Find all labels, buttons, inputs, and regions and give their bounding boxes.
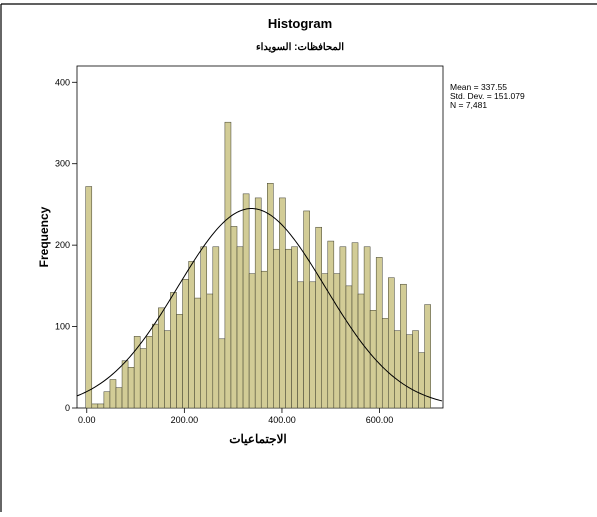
x-tick-label: 200.00 (171, 415, 199, 425)
histogram-bar (273, 248, 280, 409)
stat-n: N = 7,481 (450, 100, 487, 110)
histogram-bar (327, 240, 335, 409)
y-tick-label: 100 (55, 322, 70, 332)
histogram-bar (133, 336, 141, 409)
histogram-bar (158, 307, 165, 409)
chart-subtitle: المحافظات: السويداء (256, 42, 344, 53)
histogram-bar (97, 403, 105, 409)
histogram-bar (91, 403, 99, 409)
histogram-bar (200, 246, 208, 409)
histogram-bar (285, 248, 292, 409)
bars-group (85, 121, 431, 409)
chart-title: Histogram (268, 16, 332, 31)
histogram-bar (412, 330, 419, 409)
histogram-bar (115, 387, 123, 409)
histogram-bar (194, 297, 201, 409)
histogram-bar (139, 348, 147, 409)
y-tick-label: 400 (55, 77, 70, 87)
histogram-bar (242, 193, 250, 409)
normal-curve (76, 208, 443, 402)
histogram-bar (303, 210, 310, 409)
histogram-bar (297, 281, 304, 409)
histogram-bar (170, 292, 177, 409)
histogram-bar (109, 379, 117, 409)
histogram-bar (291, 246, 298, 409)
histogram-bar (357, 293, 365, 409)
histogram-bar (254, 197, 262, 409)
histogram-bar (381, 318, 389, 409)
histogram-bar (121, 360, 129, 409)
x-tick-label: 0.00 (78, 415, 96, 425)
y-tick-label: 300 (55, 159, 70, 169)
histogram-bar (400, 283, 407, 409)
histogram-bar (339, 246, 347, 409)
y-axis-label: Frequency (37, 206, 51, 267)
y-axis: 0 100 200 300 400 (55, 77, 77, 413)
histogram-bar (182, 279, 189, 409)
histogram-bar (152, 323, 159, 409)
histogram-bar (333, 273, 341, 409)
histogram-bar (260, 270, 268, 409)
histogram-bar (363, 246, 371, 409)
histogram-bar (146, 336, 153, 409)
histogram-bar (224, 121, 232, 409)
histogram-bar (212, 246, 220, 409)
histogram-bar (103, 391, 111, 409)
stat-std-dev: Std. Dev. = 151.079 (450, 91, 525, 101)
histogram-bar (345, 285, 353, 409)
histogram-bar (164, 330, 171, 409)
histogram-bar (406, 334, 413, 409)
histogram-bar (236, 246, 244, 409)
histogram-bar (424, 304, 431, 409)
histogram-bar (394, 330, 401, 409)
histogram-bar (321, 273, 329, 409)
histogram-bar (218, 338, 226, 409)
y-tick-label: 200 (55, 240, 70, 250)
histogram-bar (315, 226, 322, 409)
histogram-bar (248, 273, 256, 409)
x-axis: 0.00 200.00 400.00 600.00 (78, 408, 393, 425)
x-axis-label: الاجتماعيات (229, 432, 287, 446)
histogram-bar (206, 293, 214, 409)
stat-mean: Mean = 337.55 (450, 82, 507, 92)
histogram-bar (127, 367, 135, 409)
histogram-bar (375, 257, 383, 409)
histogram-bar (230, 226, 238, 409)
histogram-bar (85, 186, 93, 409)
y-tick-label: 0 (65, 403, 70, 413)
histogram-bar (279, 197, 286, 409)
histogram-bar (188, 261, 195, 409)
histogram-bar (309, 281, 316, 409)
x-tick-label: 600.00 (366, 415, 394, 425)
histogram-bar (176, 314, 183, 409)
histogram-bar (418, 352, 425, 409)
histogram-bar (351, 242, 359, 409)
histogram-bar (388, 277, 395, 409)
x-tick-label: 400.00 (268, 415, 296, 425)
